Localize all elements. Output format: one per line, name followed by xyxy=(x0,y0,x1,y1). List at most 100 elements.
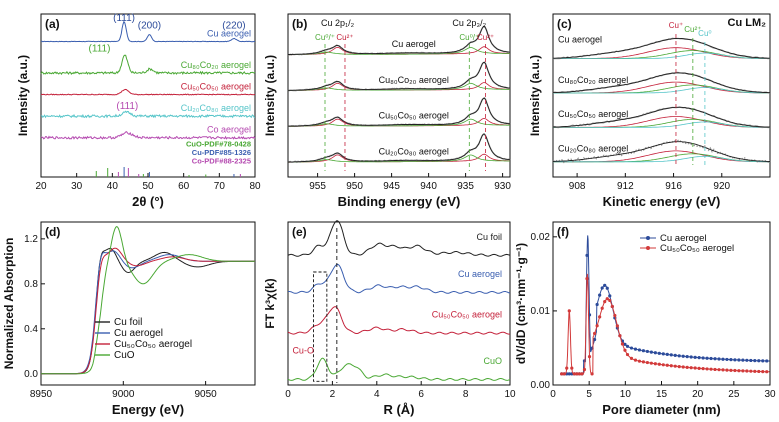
y-axis-label-c: Intensity (a.u.) xyxy=(528,55,542,136)
series-label-a-0: Cu aerogel xyxy=(207,28,251,38)
data-point-f-0 xyxy=(721,357,725,361)
x-tick-label-d: 9000 xyxy=(112,389,135,400)
component-label-c-2: Cu⁰ xyxy=(698,29,711,38)
data-point-f-1 xyxy=(637,359,642,363)
data-point-f-1 xyxy=(595,324,599,328)
y-tick-label-f: 0.00 xyxy=(531,380,551,391)
reference-legend-a-2: Co-PDF#88-2325 xyxy=(192,157,251,166)
x-tick-label-e: 10 xyxy=(504,389,516,400)
series-line-d-1 xyxy=(41,250,255,375)
x-tick-label-c: 908 xyxy=(569,181,586,192)
data-point-f-1 xyxy=(600,306,604,310)
x-axis-label-a: 2θ (°) xyxy=(132,194,164,209)
data-point-f-1 xyxy=(689,366,693,370)
x-tick-label-f: 10 xyxy=(620,389,632,400)
component-curve-c-3 xyxy=(553,156,770,163)
series-line-a-4 xyxy=(40,131,256,140)
x-tick-label-f: 15 xyxy=(656,389,668,400)
x-tick-label-e: 0 xyxy=(285,389,291,400)
data-point-f-0 xyxy=(697,356,701,360)
series-line-a-3 xyxy=(40,110,255,119)
panel-f: (f) Pore diameter (nm) dV/dD (cm³·nm⁻¹·g⁻¹… xyxy=(514,221,776,417)
data-point-f-1 xyxy=(753,369,757,373)
peak-label-a-2: (220) xyxy=(222,21,245,32)
panel-b-frame xyxy=(287,13,511,178)
data-point-f-0 xyxy=(592,337,597,342)
data-point-f-1 xyxy=(610,304,614,309)
data-point-f-1 xyxy=(605,297,609,301)
data-point-f-1 xyxy=(577,372,582,376)
data-point-f-1 xyxy=(733,368,737,373)
panel-d-frame xyxy=(40,221,256,386)
peak-marker-b-4: Cu⁰/⁺ xyxy=(459,33,479,42)
x-tick-label-a: 30 xyxy=(71,181,83,192)
data-point-f-0 xyxy=(649,350,653,354)
data-point-f-1 xyxy=(623,348,627,352)
series-line-e-3 xyxy=(287,357,511,381)
x-axis-label-e: R (Å) xyxy=(383,402,414,417)
data-point-f-1 xyxy=(608,298,612,303)
data-point-f-1 xyxy=(713,367,717,372)
series-label-a-3: Cu₂₀Co₈₀ aerogel xyxy=(181,103,251,113)
data-point-f-0 xyxy=(603,283,607,288)
data-point-f-0 xyxy=(598,293,602,297)
y-axis-label-d: Normalized Absorption xyxy=(2,238,16,370)
data-point-f-1 xyxy=(562,372,566,376)
legend-label-d-0: Cu foil xyxy=(114,317,142,328)
data-point-f-0 xyxy=(608,294,612,298)
panel-label-d: (d) xyxy=(45,225,60,239)
panel-label-b: (b) xyxy=(292,17,307,31)
data-point-f-0 xyxy=(725,357,729,362)
series-line-a-2 xyxy=(40,88,256,96)
data-point-f-0 xyxy=(741,358,745,362)
x-axis-label-c: Kinetic energy (eV) xyxy=(603,194,721,209)
panel-e: (e) R (Å) FT k³χ(k) 0 2 4 6 8 10 Cu foil Cu aeroge… xyxy=(263,220,516,417)
data-point-f-0 xyxy=(745,358,749,362)
data-point-f-1 xyxy=(681,365,685,369)
series-label-e-3: CuO xyxy=(483,356,502,366)
y-axis-label-f: dV/dD (cm³·nm⁻¹·g⁻¹) xyxy=(514,243,528,364)
peak-marker-b-5: Cu²⁺ xyxy=(477,33,494,42)
data-point-f-0 xyxy=(705,356,709,360)
data-point-f-1 xyxy=(565,366,569,370)
x-tick-label-d: 9050 xyxy=(194,389,217,400)
series-label-c-1: Cu₈₀Co₂₀ aerogel xyxy=(558,75,628,85)
data-point-f-1 xyxy=(645,360,649,365)
peak-label-a-4: (111) xyxy=(116,101,138,112)
series-line-e-1 xyxy=(287,263,511,294)
data-point-f-1 xyxy=(592,331,597,336)
series-label-b-2: Cu₅₀Co₅₀ aerogel xyxy=(379,111,449,121)
series-fit-c-3 xyxy=(552,141,771,162)
data-point-f-1 xyxy=(560,372,564,376)
data-point-f-0 xyxy=(633,347,638,351)
data-point-f-1 xyxy=(693,366,697,370)
series-label-c-3: Cu₂₀Co₈₀ aerogel xyxy=(558,144,628,154)
panel-c-frame xyxy=(552,13,771,178)
data-point-f-1 xyxy=(657,362,661,366)
x-tick-label-f: 30 xyxy=(764,389,776,400)
legend-marker-f-0 xyxy=(646,236,650,240)
x-tick-label-d: 8950 xyxy=(30,389,53,400)
panel-label-f: (f) xyxy=(557,225,569,239)
chart-title-c: Cu LM₂ xyxy=(728,17,767,29)
data-point-f-1 xyxy=(669,364,673,368)
x-tick-label-b: 940 xyxy=(420,181,437,192)
data-point-f-0 xyxy=(669,353,673,357)
data-point-f-1 xyxy=(717,368,721,372)
component-label-c-1: Cu²⁺ xyxy=(684,25,701,34)
data-point-f-1 xyxy=(737,369,741,373)
data-point-f-0 xyxy=(629,346,634,350)
peak-marker-b-1: Cu 2p₃/₂ xyxy=(452,18,486,28)
y-axis-label-e: FT k³χ(k) xyxy=(263,278,277,328)
data-point-f-0 xyxy=(733,358,737,362)
data-point-f-0 xyxy=(600,286,604,290)
series-label-a-2: Cu₅₀Co₅₀ aerogel xyxy=(181,82,251,92)
x-axis-label-f: Pore diameter (nm) xyxy=(602,402,720,417)
x-tick-label-b: 950 xyxy=(346,181,363,192)
x-axis-label-b: Binding energy (eV) xyxy=(338,194,461,209)
series-line-d-0 xyxy=(41,247,255,375)
data-point-f-0 xyxy=(729,358,733,362)
series-label-a-4: Co aerogel xyxy=(207,125,251,135)
series-line-f-0 xyxy=(560,235,770,375)
